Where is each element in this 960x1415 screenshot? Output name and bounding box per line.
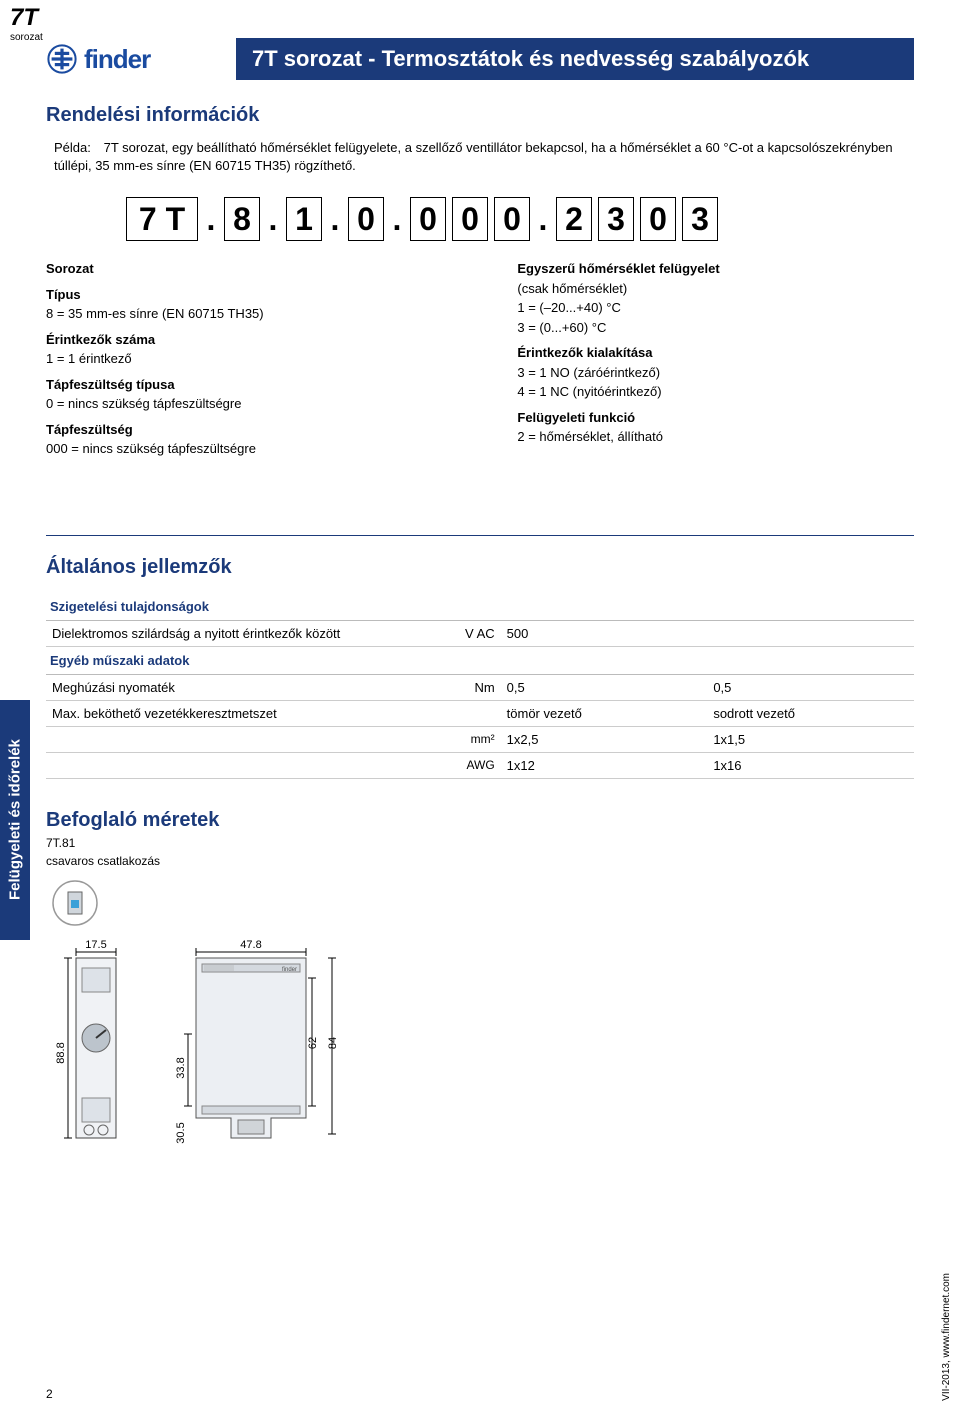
- title-bar: 7T sorozat - Termosztátok és nedvesség s…: [236, 38, 914, 80]
- code-dot: .: [204, 201, 218, 238]
- decode-block: Tápfeszültség típusa0 = nincs szükség tá…: [46, 375, 463, 414]
- decode-wrap: Sorozat Típus8 = 35 mm-es sínre (EN 60715…: [46, 259, 914, 465]
- table-row: Dielektromos szilárdság a nyitott érintk…: [46, 620, 914, 646]
- dim-w2: 47.8: [240, 939, 261, 951]
- code-box: 0: [640, 197, 676, 241]
- code-box: 1: [286, 197, 322, 241]
- terminal-icon: [50, 878, 100, 928]
- series-code: 7T: [10, 4, 43, 32]
- decode-block: Egyszerű hőmérséklet felügyelet(csak hőm…: [517, 259, 914, 337]
- decode-block: Érintkezők száma1 = 1 érintkező: [46, 330, 463, 369]
- ordering-code-row: 7 T.8.1.0.000.2303: [126, 197, 914, 241]
- decode-left-col: Sorozat Típus8 = 35 mm-es sínre (EN 60715…: [46, 259, 463, 465]
- decode-block: Érintkezők kialakítása3 = 1 NO (záróérin…: [517, 343, 914, 402]
- decode-line: (csak hőmérséklet): [517, 279, 914, 299]
- decode-block: Tápfeszültség000 = nincs szükség tápfesz…: [46, 420, 463, 459]
- general-head: Általános jellemzők: [46, 556, 914, 579]
- table-row: Meghúzási nyomaték Nm 0,5 0,5: [46, 674, 914, 700]
- decode-block: Sorozat: [46, 259, 463, 279]
- decode-head: Típus: [46, 285, 463, 305]
- dim-h5: 84: [327, 1037, 339, 1049]
- decode-head: Tápfeszültség típusa: [46, 375, 463, 395]
- brand-row: finder 7T sorozat - Termosztátok és nedv…: [46, 38, 914, 80]
- spec-table: Szigetelési tulajdonságok Dielektromos s…: [46, 593, 914, 779]
- decode-line: 4 = 1 NC (nyitóérintkező): [517, 382, 914, 402]
- brand-logo: finder: [46, 43, 206, 75]
- decode-block: Típus8 = 35 mm-es sínre (EN 60715 TH35): [46, 285, 463, 324]
- decode-line: 0 = nincs szükség tápfeszültségre: [46, 394, 463, 414]
- code-box: 0: [452, 197, 488, 241]
- code-box: 3: [682, 197, 718, 241]
- decode-head: Sorozat: [46, 259, 463, 279]
- code-dot: .: [266, 201, 280, 238]
- decode-head: Érintkezők kialakítása: [517, 343, 914, 363]
- code-box: 0: [410, 197, 446, 241]
- ordering-example: Példa: 7T sorozat, egy beállítható hőmér…: [46, 139, 914, 175]
- decode-line: 3 = (0...+60) °C: [517, 318, 914, 338]
- example-label: Példa:: [54, 139, 100, 157]
- brand-name: finder: [84, 44, 150, 75]
- ordering-head: Rendelési információk: [46, 104, 914, 127]
- side-view-drawing: 47.8 finder 33.8 30.5 62 84: [156, 938, 376, 1158]
- code-box: 8: [224, 197, 260, 241]
- dimension-drawing: 17.5 88.8 47.8 finder: [46, 878, 914, 1158]
- page-number: 2: [46, 1387, 53, 1401]
- decode-line: 000 = nincs szükség tápfeszültségre: [46, 439, 463, 459]
- code-box: 3: [598, 197, 634, 241]
- code-dot: .: [536, 201, 550, 238]
- example-text: 7T sorozat, egy beállítható hőmérséklet …: [54, 140, 893, 173]
- dimensions-model: 7T.81: [46, 836, 914, 850]
- dim-h4: 62: [307, 1037, 319, 1049]
- decode-line: 2 = hőmérséklet, állítható: [517, 427, 914, 447]
- code-dot: .: [328, 201, 342, 238]
- side-tab: Felügyeleti és időrelék: [0, 700, 30, 940]
- decode-head: Tápfeszültség: [46, 420, 463, 440]
- dim-h1: 88.8: [55, 1042, 67, 1063]
- code-box: 2: [556, 197, 592, 241]
- dimensions-conn: csavaros csatlakozás: [46, 854, 914, 868]
- decode-right-col: Egyszerű hőmérséklet felügyelet(csak hőm…: [497, 259, 914, 465]
- page: 7T sorozat finder 7T sorozat - Termosztá…: [0, 0, 960, 1415]
- dim-w1: 17.5: [85, 939, 106, 951]
- dimensions-head: Befoglaló méretek: [46, 809, 914, 832]
- table-row: Max. beköthető vezetékkeresztmetszet töm…: [46, 700, 914, 726]
- decode-head: Érintkezők száma: [46, 330, 463, 350]
- decode-head: Egyszerű hőmérséklet felügyelet: [517, 259, 914, 279]
- logo-icon: [46, 43, 78, 75]
- decode-line: 1 = (–20...+40) °C: [517, 298, 914, 318]
- divider: [46, 535, 914, 536]
- table-row: mm² 1x2,5 1x1,5: [46, 726, 914, 752]
- spec-subhead-2: Egyéb műszaki adatok: [46, 646, 914, 674]
- code-box: 0: [348, 197, 384, 241]
- series-label: sorozat: [10, 32, 43, 43]
- dim-h2: 33.8: [175, 1057, 187, 1078]
- dim-h3: 30.5: [175, 1122, 187, 1143]
- decode-head: Felügyeleti funkció: [517, 408, 914, 428]
- svg-text:finder: finder: [282, 967, 297, 973]
- decode-line: 1 = 1 érintkező: [46, 349, 463, 369]
- code-dot: .: [390, 201, 404, 238]
- table-row: AWG 1x12 1x16: [46, 752, 914, 778]
- spec-subhead-1: Szigetelési tulajdonságok: [46, 593, 914, 621]
- decode-line: 8 = 35 mm-es sínre (EN 60715 TH35): [46, 304, 463, 324]
- code-box: 7 T: [126, 197, 198, 241]
- series-corner: 7T sorozat: [10, 4, 43, 43]
- side-footer: VII-2013, www.findernet.com: [941, 1273, 952, 1401]
- decode-block: Felügyeleti funkció2 = hőmérséklet, állí…: [517, 408, 914, 447]
- code-box: 0: [494, 197, 530, 241]
- decode-line: 3 = 1 NO (záróérintkező): [517, 363, 914, 383]
- front-view-drawing: 17.5 88.8: [56, 938, 146, 1158]
